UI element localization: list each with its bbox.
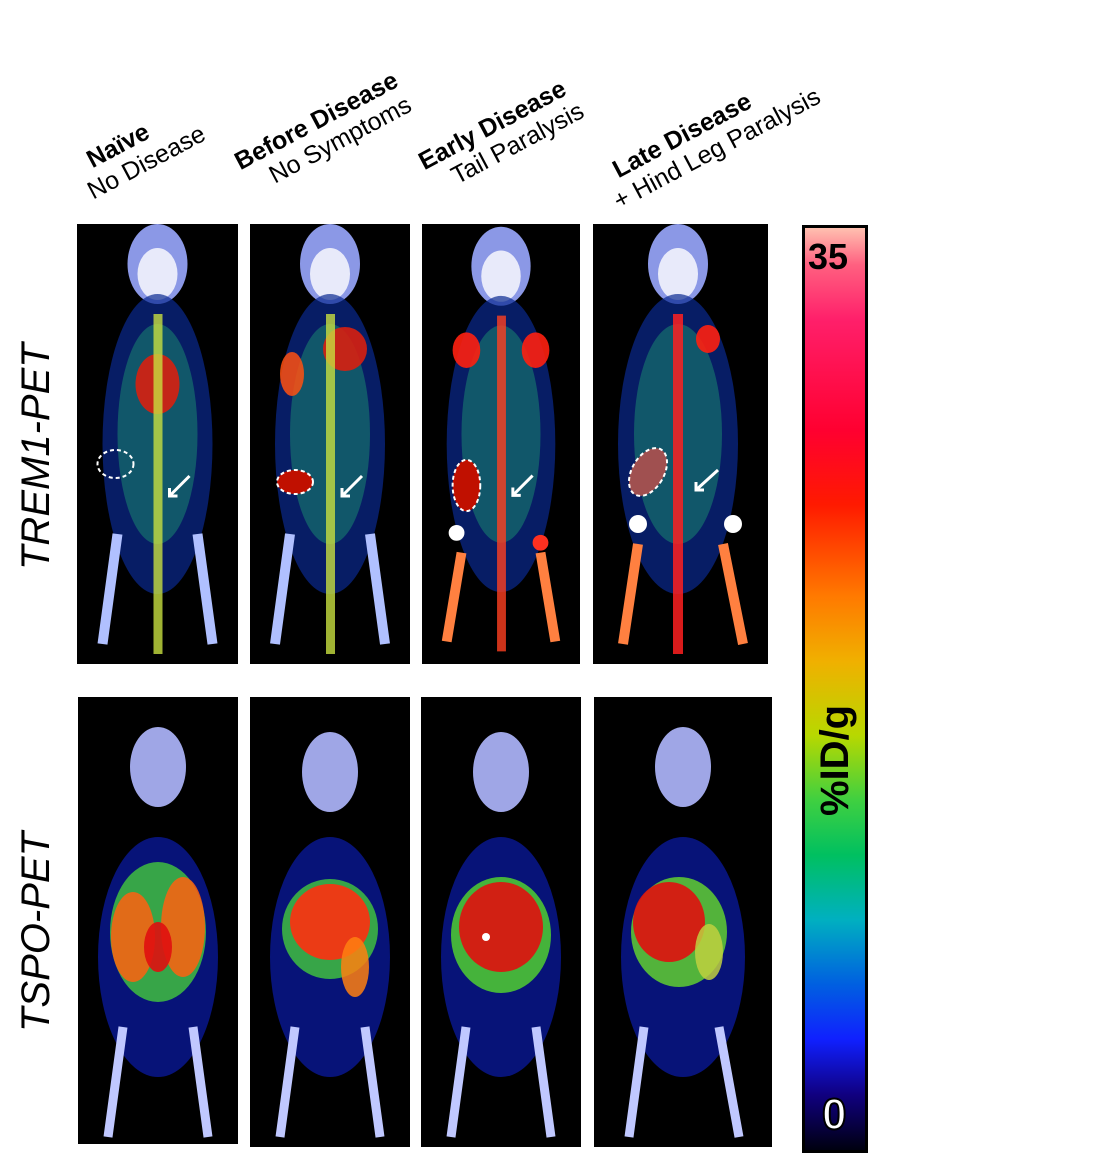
- trem1-pet-image-early-disease: [422, 224, 580, 664]
- column-header-naive: Naïve No Disease: [70, 96, 210, 205]
- tspo-pet-image-naive: [78, 697, 238, 1144]
- trem1-pet-image-late-disease: [593, 224, 768, 664]
- colorbar: [802, 225, 868, 1153]
- trem1-pet-image-naive: [77, 224, 238, 664]
- colorbar-unit-label: %ID/g: [813, 704, 857, 816]
- mouse-pet-scan: [441, 226, 561, 652]
- column-header-late-disease: Late Disease + Hind Leg Paralysis: [596, 58, 825, 215]
- mouse-pet-scan: [98, 727, 218, 1138]
- mouse-pet-scan: [618, 224, 748, 654]
- mouse-pet-scan: [441, 732, 561, 1138]
- tspo-pet-image-early-disease: [421, 697, 581, 1147]
- trem1-pet-image-before-disease: [250, 224, 410, 664]
- tspo-pet-image-before-disease: [250, 697, 410, 1147]
- mouse-pet-scan: [96, 224, 218, 654]
- colorbar-min-label: 0: [821, 1089, 848, 1140]
- mouse-pet-scan: [270, 732, 390, 1138]
- mouse-pet-scan: [621, 727, 745, 1138]
- column-header-before-disease: Before Disease No Symptoms: [218, 66, 416, 207]
- row-label-tspo: TSPO-PET: [14, 831, 58, 1032]
- tspo-pet-image-late-disease: [594, 697, 772, 1147]
- row-label-trem1: TREM1-PET: [14, 343, 58, 570]
- mouse-pet-scan: [270, 224, 390, 654]
- column-header-early-disease: Early Disease Tail Paralysis: [402, 73, 588, 207]
- colorbar-max-label: 35: [808, 236, 849, 277]
